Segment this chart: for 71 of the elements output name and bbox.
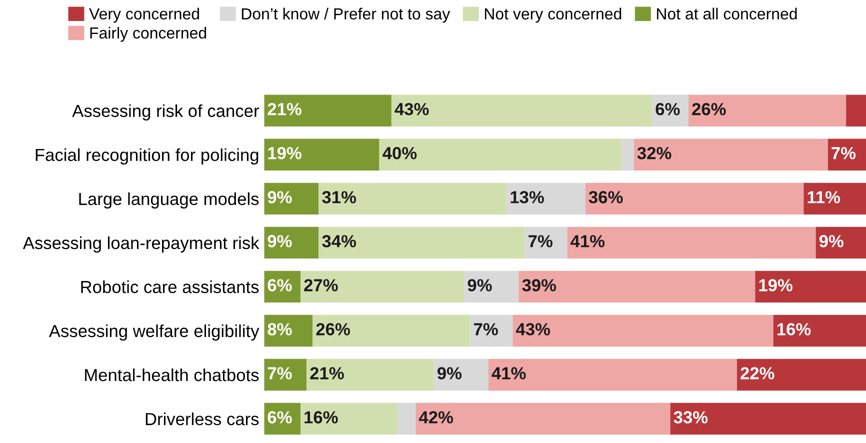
y-tick-label: Robotic care assistants [81,280,259,294]
bar [470,314,513,347]
data-label: 9% [268,191,292,204]
bar [300,270,464,303]
data-label: 16% [777,323,811,336]
y-tick-label: Assessing risk of cancer [72,104,259,121]
bar [264,94,392,126]
bar [318,226,525,259]
bar [524,226,568,259]
data-label: 16% [304,411,338,424]
data-label: 11% [808,191,840,204]
data-label: 8% [268,323,292,336]
y-tick-label: Driverless cars [146,412,259,426]
bar [264,138,380,170]
data-label: 26% [692,102,726,116]
legend-label: Not very concerned [484,8,622,23]
y-tick-label: Assessing loan-repayment risk [22,236,260,253]
data-label: 27% [304,279,338,292]
bar [622,138,634,170]
data-label: 34% [322,235,356,248]
bar [391,94,652,126]
bar [264,182,319,215]
legend-label: Not at all concerned [657,8,797,20]
bar [506,182,586,215]
bar [379,138,622,170]
bar [264,226,319,259]
data-label: 19% [759,279,792,292]
data-label: 22% [740,367,774,380]
data-label: 39% [522,279,556,292]
data-label: 33% [674,411,708,424]
data-label: 6% [656,102,680,116]
bar [306,358,434,391]
data-label: 36% [588,191,623,204]
bar [397,402,416,435]
y-tick-label: Facial recognition for policing [36,148,258,165]
y-tick-label: Mental-health chatbots [85,368,259,382]
bar [464,270,519,303]
data-label: 40% [382,147,417,160]
data-label: 6% [268,411,292,424]
data-label: 43% [516,323,550,336]
data-label: 26% [316,323,350,336]
data-label: 6% [268,279,292,292]
data-label: 9% [819,235,844,248]
legend-label: Don’t know / Prefer not to say [242,8,450,23]
data-label: 7% [474,323,498,336]
data-label: 21% [310,367,344,380]
data-label: 41% [570,235,605,248]
legend-label: Very concerned [89,8,199,23]
data-label: 9% [468,279,492,292]
bar [312,314,470,347]
data-label: 13% [510,191,544,204]
y-tick-label: Large language models [79,192,259,209]
data-label: 19% [268,147,302,160]
data-label: 43% [394,102,429,116]
bar [434,358,488,391]
data-label: 32% [637,147,672,160]
data-label: 42% [418,411,453,424]
bar [300,402,398,435]
data-label: 31% [322,191,356,204]
y-tick-label: Assessing welfare eligibility [48,324,260,341]
data-label: 41% [492,367,526,380]
bar [264,314,313,347]
data-label: 9% [438,367,462,380]
data-label: 7% [268,367,292,380]
data-label: 21% [268,102,302,116]
data-label: 9% [268,235,292,248]
bar [318,182,507,215]
bar [264,358,307,391]
data-label: 7% [528,235,552,248]
data-label: 7% [832,147,856,160]
legend-label: Fairly concerned [90,26,206,42]
